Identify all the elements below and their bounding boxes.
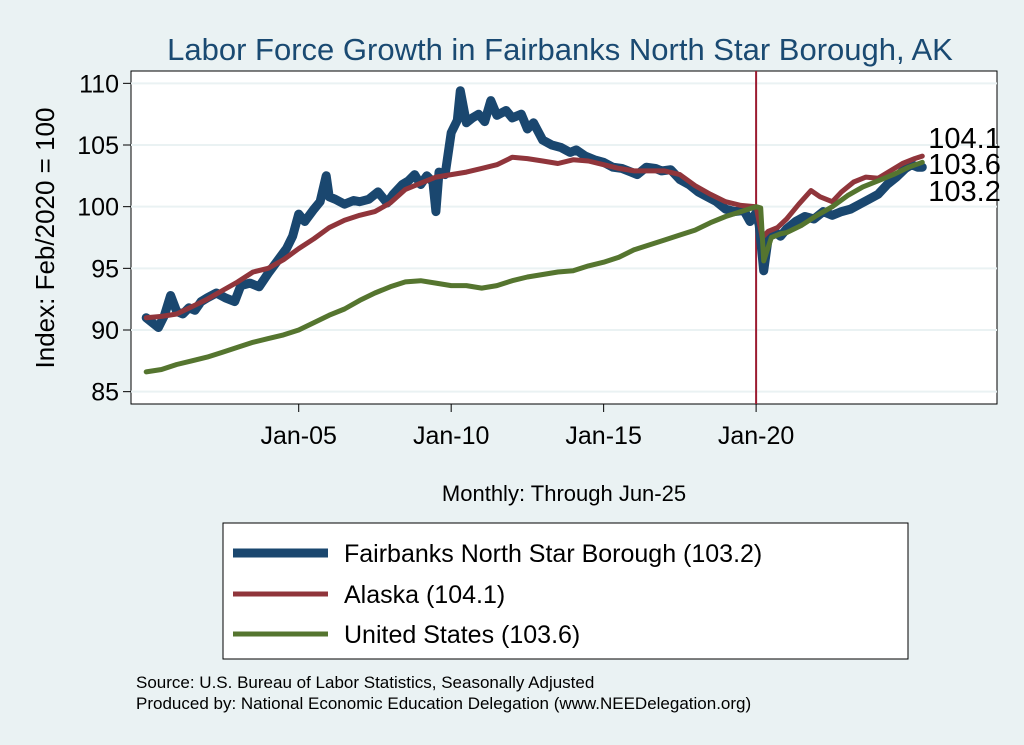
x-axis-title: Monthly: Through Jun-25 [442, 481, 686, 506]
legend-entries: Fairbanks North Star Borough (103.2) Alas… [233, 540, 762, 649]
y-axis-title: Index: Feb/2020 = 100 [30, 108, 60, 369]
xtick-label-Jan-05: Jan-05 [260, 422, 336, 450]
legend-label-2: United States (103.6) [344, 621, 580, 649]
chart-title: Labor Force Growth in Fairbanks North St… [167, 32, 953, 67]
xtick-label-Jan-10: Jan-10 [413, 422, 489, 450]
xtick-label-Jan-15: Jan-15 [565, 422, 641, 450]
legend-label-1: Alaska (104.1) [344, 581, 505, 609]
produced-by-note: Produced by: National Economic Education… [136, 694, 751, 713]
series-line-1 [143, 153, 925, 321]
ytick-label-105: 105 [77, 132, 119, 160]
end-label-0: 103.2 [928, 176, 1001, 208]
series-lines [141, 86, 927, 375]
ytick-label-110: 110 [79, 70, 119, 98]
source-note: Source: U.S. Bureau of Labor Statistics,… [136, 673, 594, 692]
ytick-label-100: 100 [77, 194, 119, 222]
ytick-label-90: 90 [91, 317, 119, 345]
series-line-2 [143, 159, 925, 375]
end-label-2: 103.6 [928, 149, 1001, 181]
xtick-label-Jan-20: Jan-20 [718, 422, 794, 450]
ytick-label-85: 85 [91, 379, 119, 407]
y-axis: 85 90 95 100 105 110 [77, 70, 131, 407]
legend [222, 522, 909, 660]
plot-area [130, 70, 998, 405]
end-label-1: 104.1 [928, 123, 1001, 155]
ytick-label-95: 95 [91, 255, 119, 283]
legend-label-0: Fairbanks North Star Borough (103.2) [344, 540, 762, 568]
x-axis: Jan-05 Jan-10 Jan-15 Jan-20 [260, 404, 794, 450]
